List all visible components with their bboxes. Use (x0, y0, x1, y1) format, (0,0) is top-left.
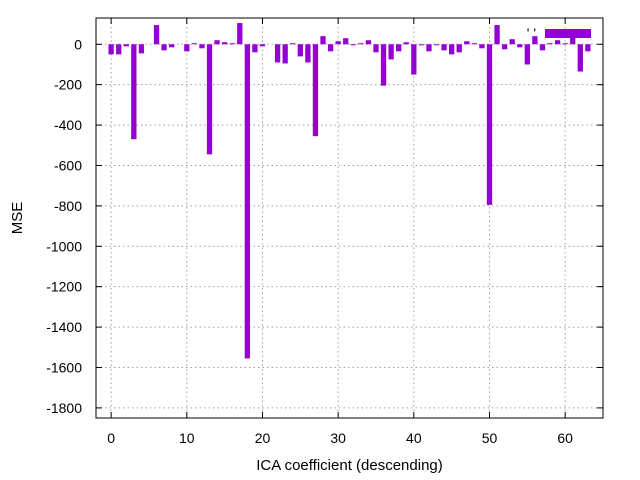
y-tick-label: -1400 (46, 319, 82, 335)
bar (433, 44, 440, 46)
bar (259, 44, 266, 47)
bar (305, 44, 311, 63)
plot-frame (95, 17, 604, 419)
bar (539, 44, 546, 51)
bar (290, 43, 296, 45)
bar (358, 43, 364, 45)
bar (297, 44, 303, 57)
bar (108, 44, 114, 55)
y-tick-label: -1200 (46, 279, 82, 295)
bar (373, 44, 379, 53)
x-tick-label: 60 (557, 430, 573, 446)
y-tick-label: -1000 (46, 238, 82, 254)
bar (554, 40, 561, 45)
bar (199, 44, 205, 49)
bar (585, 44, 591, 52)
bar (411, 44, 417, 75)
ticks (96, 18, 603, 418)
bar (396, 44, 402, 52)
grid (96, 18, 603, 418)
bar (206, 44, 213, 155)
bar (388, 44, 394, 60)
bar (191, 43, 198, 45)
legend: ' ' (527, 25, 591, 41)
bar (532, 36, 538, 45)
x-tick-label: 20 (255, 430, 271, 446)
y-tick-label: -400 (54, 117, 82, 133)
bar (403, 42, 409, 45)
y-axis-label: MSE (9, 202, 26, 235)
x-tick-label: 50 (482, 430, 498, 446)
bar (418, 44, 425, 46)
x-tick-label: 30 (330, 430, 346, 446)
bar (214, 40, 220, 45)
bar (562, 43, 568, 45)
bar (380, 44, 387, 86)
bar (229, 43, 235, 45)
bar (350, 44, 356, 46)
bar (494, 25, 500, 45)
bar (570, 36, 576, 45)
bar (449, 44, 455, 55)
bar (471, 43, 478, 45)
bar (486, 44, 493, 205)
bar (479, 44, 485, 49)
legend-swatch (545, 29, 591, 38)
legend-label: ' ' (527, 25, 536, 41)
bar (123, 44, 129, 47)
bar (312, 44, 319, 137)
x-axis-label: ICA coefficient (descending) (256, 457, 443, 474)
bar (426, 44, 432, 52)
bar (524, 44, 530, 65)
bar (501, 44, 508, 50)
bar (577, 44, 583, 72)
bar (252, 44, 258, 53)
bar (131, 44, 137, 140)
bar (116, 44, 122, 55)
bar (335, 41, 341, 45)
bar (441, 44, 447, 51)
bar (169, 44, 175, 48)
x-tick-label: 10 (179, 430, 195, 446)
bar (138, 44, 145, 54)
bars (108, 23, 591, 359)
bar (456, 44, 462, 53)
bar (221, 42, 228, 45)
bar (244, 44, 250, 359)
x-tick-label: 40 (406, 430, 422, 446)
bar (509, 39, 515, 45)
y-tick-label: -1600 (46, 359, 82, 375)
bar (343, 38, 349, 45)
bar (547, 43, 553, 45)
bar (517, 44, 523, 48)
bar (161, 44, 167, 51)
x-tick-label: 0 (107, 430, 115, 446)
bar (365, 40, 372, 45)
bar (282, 44, 288, 64)
y-tick-label: -200 (54, 77, 82, 93)
y-tick-label: -1800 (46, 400, 82, 416)
bar (184, 44, 190, 52)
bar (464, 41, 470, 45)
bar (274, 44, 281, 63)
bar (153, 25, 160, 45)
y-tick-labels: 0 -200 -400 -600 -800 -1000 -1200 -1400 -1600 -18… (46, 36, 82, 416)
y-tick-label: -800 (54, 198, 82, 214)
bar (327, 44, 334, 52)
bar (320, 36, 326, 45)
x-tick-labels: 0 10 20 30 40 50 60 (107, 430, 573, 446)
y-tick-label: -600 (54, 157, 82, 173)
bar (237, 23, 243, 45)
y-tick-label: 0 (74, 36, 82, 52)
